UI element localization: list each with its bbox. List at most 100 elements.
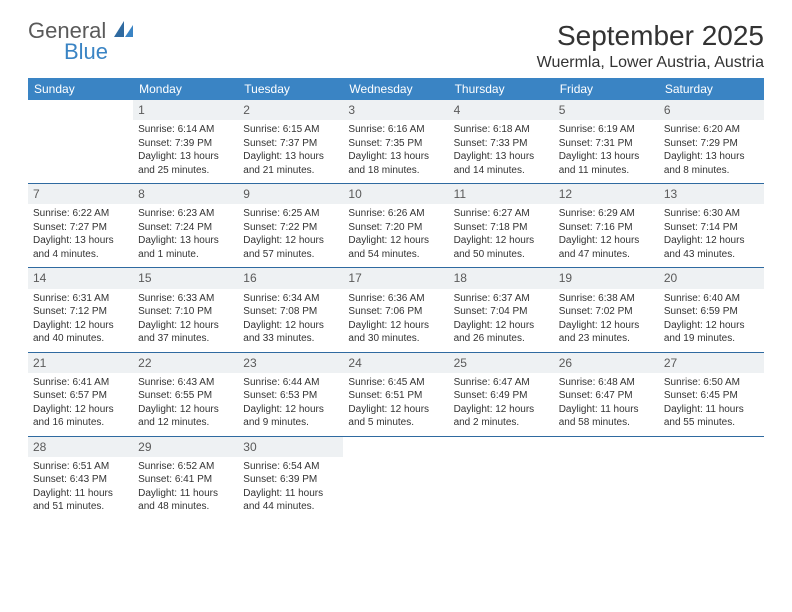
sunrise-text: Sunrise: 6:25 AM (243, 207, 338, 221)
daylight-text: Daylight: 11 hours (559, 403, 654, 417)
daylight-text: and 2 minutes. (454, 416, 549, 430)
daylight-text: Daylight: 12 hours (33, 319, 128, 333)
day-number: 6 (659, 100, 764, 120)
day-number: 3 (343, 100, 448, 120)
daylight-text: Daylight: 13 hours (348, 150, 443, 164)
day-number: 22 (133, 353, 238, 373)
week-row: 14Sunrise: 6:31 AMSunset: 7:12 PMDayligh… (28, 268, 764, 352)
daylight-text: and 33 minutes. (243, 332, 338, 346)
daylight-text: and 44 minutes. (243, 500, 338, 514)
sunset-text: Sunset: 7:20 PM (348, 221, 443, 235)
sunset-text: Sunset: 7:33 PM (454, 137, 549, 151)
day-cell (659, 437, 764, 520)
daylight-text: Daylight: 12 hours (33, 403, 128, 417)
day-cell: 3Sunrise: 6:16 AMSunset: 7:35 PMDaylight… (343, 100, 448, 184)
sunrise-text: Sunrise: 6:19 AM (559, 123, 654, 137)
sunset-text: Sunset: 7:35 PM (348, 137, 443, 151)
day-number: 11 (449, 184, 554, 204)
daylight-text: and 8 minutes. (664, 164, 759, 178)
day-cell: 11Sunrise: 6:27 AMSunset: 7:18 PMDayligh… (449, 184, 554, 268)
daylight-text: Daylight: 12 hours (348, 403, 443, 417)
daylight-text: and 1 minute. (138, 248, 233, 262)
day-number: 20 (659, 268, 764, 288)
sunrise-text: Sunrise: 6:43 AM (138, 376, 233, 390)
logo-text-block: General Blue (28, 20, 135, 63)
day-cell: 21Sunrise: 6:41 AMSunset: 6:57 PMDayligh… (28, 353, 133, 437)
daylight-text: Daylight: 11 hours (138, 487, 233, 501)
day-cell (343, 437, 448, 520)
logo: General Blue (28, 20, 135, 63)
day-number: 24 (343, 353, 448, 373)
day-number: 25 (449, 353, 554, 373)
day-number: 18 (449, 268, 554, 288)
day-header: Wednesday (343, 78, 448, 100)
sunset-text: Sunset: 7:02 PM (559, 305, 654, 319)
daylight-text: Daylight: 12 hours (138, 403, 233, 417)
sunset-text: Sunset: 6:45 PM (664, 389, 759, 403)
daylight-text: Daylight: 12 hours (664, 319, 759, 333)
week-row: 21Sunrise: 6:41 AMSunset: 6:57 PMDayligh… (28, 353, 764, 437)
day-number: 8 (133, 184, 238, 204)
daylight-text: Daylight: 12 hours (454, 234, 549, 248)
day-cell: 14Sunrise: 6:31 AMSunset: 7:12 PMDayligh… (28, 268, 133, 352)
daylight-text: Daylight: 12 hours (243, 319, 338, 333)
sunrise-text: Sunrise: 6:22 AM (33, 207, 128, 221)
day-cell: 8Sunrise: 6:23 AMSunset: 7:24 PMDaylight… (133, 184, 238, 268)
week-row: 7Sunrise: 6:22 AMSunset: 7:27 PMDaylight… (28, 184, 764, 268)
sunrise-text: Sunrise: 6:44 AM (243, 376, 338, 390)
sunrise-text: Sunrise: 6:30 AM (664, 207, 759, 221)
day-cell: 15Sunrise: 6:33 AMSunset: 7:10 PMDayligh… (133, 268, 238, 352)
day-cell: 30Sunrise: 6:54 AMSunset: 6:39 PMDayligh… (238, 437, 343, 520)
daylight-text: and 58 minutes. (559, 416, 654, 430)
daylight-text: Daylight: 12 hours (243, 234, 338, 248)
daylight-text: Daylight: 12 hours (243, 403, 338, 417)
sunset-text: Sunset: 6:43 PM (33, 473, 128, 487)
sunrise-text: Sunrise: 6:40 AM (664, 292, 759, 306)
day-number: 23 (238, 353, 343, 373)
daylight-text: Daylight: 13 hours (138, 234, 233, 248)
month-title: September 2025 (537, 20, 764, 52)
logo-sail-icon (113, 25, 135, 42)
day-cell: 4Sunrise: 6:18 AMSunset: 7:33 PMDaylight… (449, 100, 554, 184)
daylight-text: Daylight: 12 hours (138, 319, 233, 333)
daylight-text: and 54 minutes. (348, 248, 443, 262)
daylight-text: Daylight: 12 hours (559, 234, 654, 248)
daylight-text: and 43 minutes. (664, 248, 759, 262)
sunset-text: Sunset: 7:37 PM (243, 137, 338, 151)
sunrise-text: Sunrise: 6:41 AM (33, 376, 128, 390)
daylight-text: and 5 minutes. (348, 416, 443, 430)
sunset-text: Sunset: 7:14 PM (664, 221, 759, 235)
sunset-text: Sunset: 7:24 PM (138, 221, 233, 235)
day-number: 15 (133, 268, 238, 288)
day-header-row: Sunday Monday Tuesday Wednesday Thursday… (28, 78, 764, 100)
day-number: 28 (28, 437, 133, 457)
daylight-text: and 14 minutes. (454, 164, 549, 178)
sunrise-text: Sunrise: 6:27 AM (454, 207, 549, 221)
day-cell (449, 437, 554, 520)
sunrise-text: Sunrise: 6:48 AM (559, 376, 654, 390)
daylight-text: and 30 minutes. (348, 332, 443, 346)
sunrise-text: Sunrise: 6:14 AM (138, 123, 233, 137)
day-cell: 1Sunrise: 6:14 AMSunset: 7:39 PMDaylight… (133, 100, 238, 184)
daylight-text: Daylight: 13 hours (33, 234, 128, 248)
day-cell: 19Sunrise: 6:38 AMSunset: 7:02 PMDayligh… (554, 268, 659, 352)
day-header: Friday (554, 78, 659, 100)
day-header: Saturday (659, 78, 764, 100)
day-number: 17 (343, 268, 448, 288)
day-cell: 6Sunrise: 6:20 AMSunset: 7:29 PMDaylight… (659, 100, 764, 184)
daylight-text: Daylight: 13 hours (664, 150, 759, 164)
sunset-text: Sunset: 7:27 PM (33, 221, 128, 235)
daylight-text: Daylight: 12 hours (348, 319, 443, 333)
daylight-text: and 48 minutes. (138, 500, 233, 514)
day-cell: 5Sunrise: 6:19 AMSunset: 7:31 PMDaylight… (554, 100, 659, 184)
daylight-text: and 12 minutes. (138, 416, 233, 430)
day-header: Sunday (28, 78, 133, 100)
sunset-text: Sunset: 6:53 PM (243, 389, 338, 403)
daylight-text: Daylight: 13 hours (243, 150, 338, 164)
day-cell: 27Sunrise: 6:50 AMSunset: 6:45 PMDayligh… (659, 353, 764, 437)
sunrise-text: Sunrise: 6:34 AM (243, 292, 338, 306)
sunset-text: Sunset: 7:06 PM (348, 305, 443, 319)
day-number: 2 (238, 100, 343, 120)
day-number: 5 (554, 100, 659, 120)
calendar-table: Sunday Monday Tuesday Wednesday Thursday… (28, 78, 764, 520)
